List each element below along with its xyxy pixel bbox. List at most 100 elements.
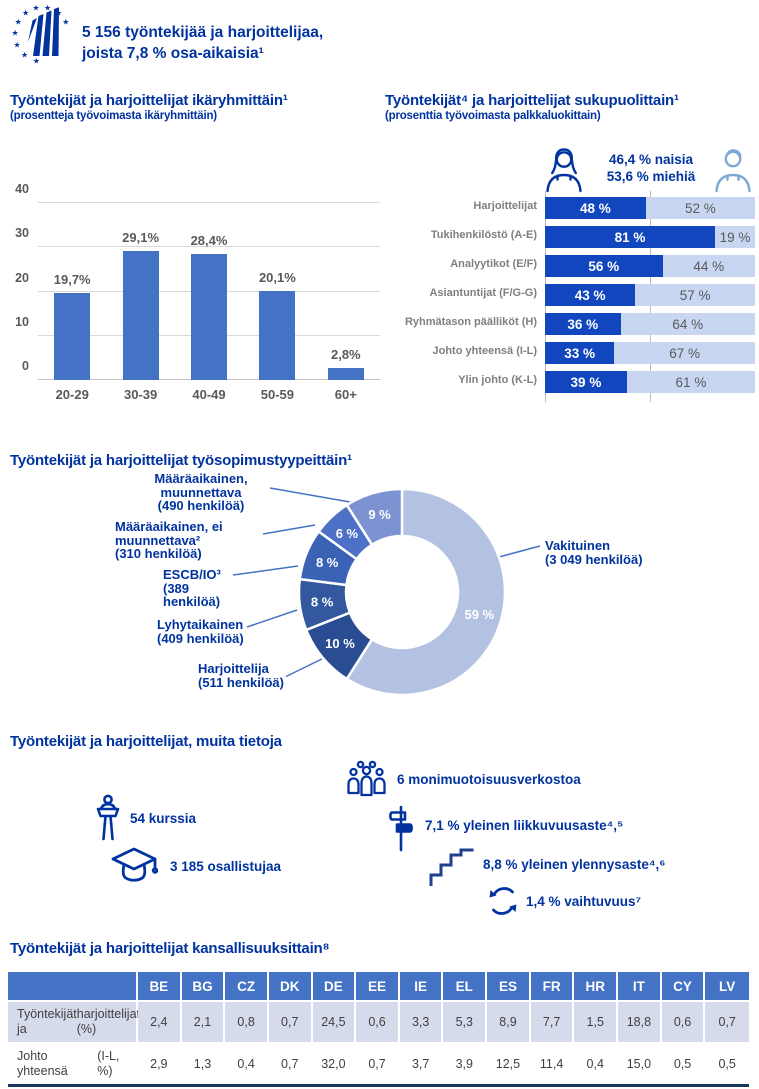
age-chart-title: Työntekijät ja harjoittelijat ikäryhmitt… <box>10 92 288 109</box>
table-cell: 11,4 <box>530 1042 575 1084</box>
gender-women-segment: 81 % <box>545 226 716 248</box>
age-bar-50-59 <box>259 291 296 380</box>
age-ytick: 20 <box>15 270 29 285</box>
age-bar-value: 2,8% <box>330 346 361 362</box>
gender-row-bar: 43 % 57 % <box>545 284 755 306</box>
table-cell: 0,8 <box>225 1000 269 1042</box>
signpost-icon <box>389 805 413 852</box>
table-header-IE: IE <box>399 972 444 1000</box>
man-icon <box>715 149 751 193</box>
gender-row-label: Tukihenkilöstö (A-E) <box>430 229 537 241</box>
logo-star: ★ <box>15 17 22 26</box>
table-header-DK: DK <box>268 972 313 1000</box>
table-cell: 5,3 <box>443 1000 488 1042</box>
gender-row-label: Johto yhteensä (I-L) <box>432 345 537 357</box>
gender-men-segment: 44 % <box>662 255 755 277</box>
headcount-line1: 5 156 työntekijää ja harjoittelijaa, <box>82 24 324 41</box>
woman-icon <box>546 148 582 193</box>
table-cell: 2,4 <box>138 1000 182 1042</box>
age-ytick: 40 <box>15 182 29 196</box>
turnover-text: 1,4 % vaihtuvuus⁷ <box>526 894 642 909</box>
gender-row: Ryhmätason päälliköt (H) 36 % 64 % <box>385 311 755 340</box>
gender-chart-subtitle: (prosenttia työvoimasta palkkaluokittain… <box>385 110 601 122</box>
age-gridline <box>38 246 380 248</box>
gender-women-segment: 39 % <box>545 371 627 393</box>
table-header-DE: DE <box>312 972 357 1000</box>
contract-chart-title: Työntekijät ja harjoittelijat työsopimus… <box>10 452 352 469</box>
men-share: 53,6 % miehiä <box>606 169 696 184</box>
table-header-EE: EE <box>356 972 400 1000</box>
donut-label-vakituinen: Vakituinen (3 049 henkilöä) <box>543 538 645 567</box>
table-cell: 0,4 <box>574 1042 619 1084</box>
table-header-ES: ES <box>487 972 531 1000</box>
table-cell: 0,4 <box>225 1042 269 1084</box>
gender-row-label: Asiantuntijat (F/G-G) <box>429 287 537 299</box>
donut-slice-pct: 8 % <box>311 595 334 610</box>
gender-men-segment: 64 % <box>620 313 755 335</box>
gender-row: Asiantuntijat (F/G-G) 43 % 57 % <box>385 282 755 311</box>
age-category-label: 50-59 <box>260 387 295 402</box>
age-category-label: 20-29 <box>55 387 89 402</box>
table-header-LV: LV <box>705 972 749 1000</box>
gender-women-segment: 48 % <box>545 197 646 219</box>
logo-star: ★ <box>11 29 18 38</box>
logo-star: ★ <box>62 17 69 26</box>
gender-men-segment: 61 % <box>626 371 755 393</box>
table-cell: 2,1 <box>181 1000 226 1042</box>
age-category-label: 60+ <box>334 387 357 402</box>
table-cell: 0,7 <box>356 1042 400 1084</box>
age-bar-value: 19,7% <box>53 271 91 287</box>
table-header-FR: FR <box>530 972 575 1000</box>
age-category-label: 30-39 <box>123 387 158 402</box>
donut-slice-pct: 6 % <box>336 526 359 541</box>
gender-women-segment: 36 % <box>545 313 621 335</box>
donut-label-harjoittelija: Harjoittelija (511 henkilöä) <box>196 661 286 690</box>
logo-star: ★ <box>22 8 29 17</box>
table-cell: 0,6 <box>661 1000 706 1042</box>
graduation-cap-icon <box>111 847 158 882</box>
table-row-label: Työntekijät ja harjoittelijat (%) <box>8 1000 140 1042</box>
promotion-rate-text: 8,8 % yleinen ylennysaste⁴,⁶ <box>483 857 666 872</box>
logo-star: ★ <box>14 41 21 50</box>
gender-row-label: Ylin johto (K-L) <box>458 374 537 386</box>
gender-row-label: Harjoittelijat <box>473 200 537 212</box>
age-ytick: 0 <box>22 359 29 373</box>
age-bar-plot: 0 10 20 30 40 19,7% 20-29 29,1% 30-39 28,4% 40-49 2… <box>15 182 380 402</box>
table-cell: 18,8 <box>618 1000 662 1042</box>
donut-label-maaraaikainen-ei-muunnettava: Määräaikainen, ei muunnettava² (310 henkil… <box>113 519 225 562</box>
gender-men-segment: 52 % <box>645 197 755 219</box>
table-cell: 7,7 <box>530 1000 575 1042</box>
gender-summary: 46,4 % naisia 53,6 % miehiä <box>590 150 712 186</box>
logo-star: ★ <box>32 4 39 13</box>
nationality-table-title: Työntekijät ja harjoittelijat kansallisu… <box>10 940 330 957</box>
age-chart-subtitle: (prosentteja työvoimasta ikäryhmittäin) <box>10 110 217 122</box>
gender-row: Analyytikot (E/F) 56 % 44 % <box>385 253 755 282</box>
diversity-networks-text: 6 monimuotoisuusverkostoa <box>397 772 581 787</box>
gender-row-bar: 56 % 44 % <box>545 255 755 277</box>
gender-row-bar: 48 % 52 % <box>545 197 755 219</box>
gender-men-segment: 57 % <box>635 284 755 306</box>
age-gridline <box>38 202 380 203</box>
gender-men-segment: 19 % <box>715 226 755 248</box>
table-cell: 8,9 <box>487 1000 531 1042</box>
table-cell: 0,6 <box>356 1000 400 1042</box>
age-bar-30-39 <box>122 251 159 380</box>
age-bar-value: 28,4% <box>190 233 228 249</box>
gender-rows: Harjoittelijat 48 % 52 % Tukihenkilöstö (A-… <box>385 195 755 398</box>
table-cell: 2,9 <box>138 1042 182 1084</box>
table-cell: 32,0 <box>312 1042 357 1084</box>
logo-star: ★ <box>33 56 40 64</box>
table-header-CZ: CZ <box>225 972 269 1000</box>
gender-row-bar: 36 % 64 % <box>545 313 755 335</box>
table-header-blank <box>8 972 138 1000</box>
other-info-title: Työntekijät ja harjoittelijat, muita tie… <box>10 733 282 750</box>
donut-slice-pct: 9 % <box>368 507 391 522</box>
donut-slice-pct: 10 % <box>325 636 355 651</box>
table-cell: 3,3 <box>399 1000 444 1042</box>
gender-row: Harjoittelijat 48 % 52 % <box>385 195 755 224</box>
gender-women-segment: 56 % <box>545 255 663 277</box>
table-row-label: Johto yhteensä (I-L, %) <box>8 1042 138 1084</box>
gender-row: Ylin johto (K-L) 39 % 61 % <box>385 369 755 398</box>
gender-row-bar: 33 % 67 % <box>545 342 755 364</box>
